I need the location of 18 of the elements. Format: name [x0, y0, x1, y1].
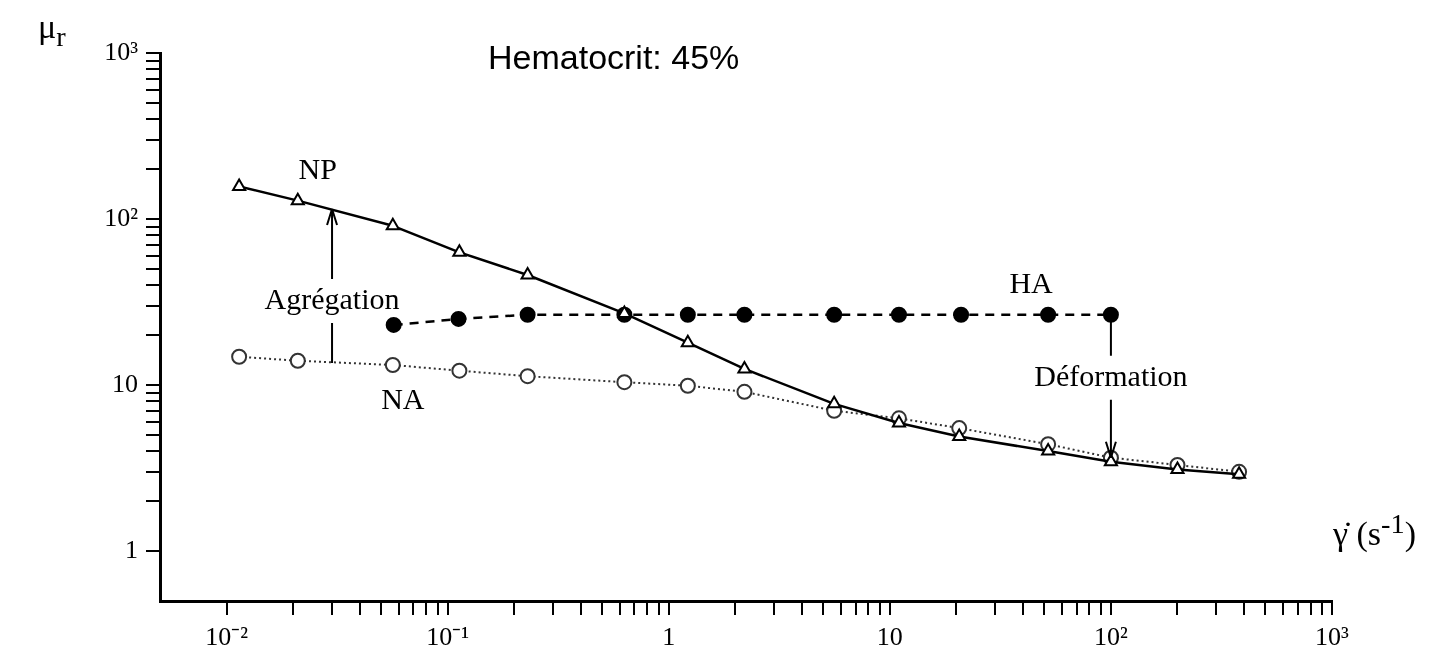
y-tick-label: 10	[112, 368, 138, 398]
annotation: Agrégation	[264, 281, 400, 315]
series-label: NA	[381, 381, 425, 415]
y-tick-label: 10³	[104, 36, 139, 66]
x-tick-label: 10	[876, 622, 903, 652]
x-tick-label: 1	[662, 622, 676, 652]
series-label: NP	[298, 151, 337, 185]
x-tick-label: 10²	[1094, 622, 1129, 652]
x-tick-label: 10⁻¹	[426, 622, 470, 652]
y-tick-label: 1	[125, 534, 138, 564]
x-tick-label: 10⁻²	[205, 622, 249, 652]
y-axis-title: μ$_{r}$	[38, 8, 66, 53]
chart-title: Hematocrit: 45%	[488, 38, 740, 77]
series-label: HA	[1009, 265, 1054, 299]
y-tick-label: 10²	[104, 202, 139, 232]
annotation: Déformation	[1034, 358, 1188, 392]
x-tick-label: 10³	[1315, 622, 1350, 652]
x-axis-title: γ̇ (s$^{-1}$)	[1333, 508, 1417, 554]
